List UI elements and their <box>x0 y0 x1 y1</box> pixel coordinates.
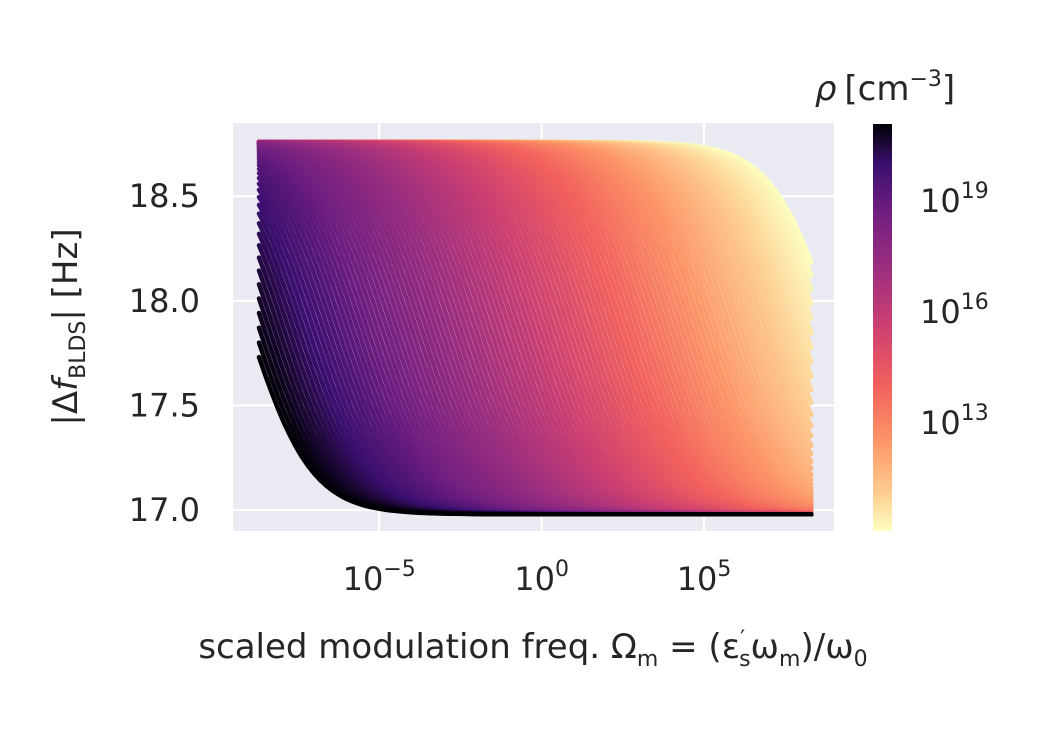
colorbar-tick-label: 1019 <box>920 179 989 220</box>
y-tick-label: 17.0 <box>129 491 200 529</box>
x-tick-label: 100 <box>514 557 569 598</box>
colorbar-label: ρ [cm−3] <box>815 67 955 109</box>
series-line <box>256 354 814 517</box>
colorbar-tick-label: 1013 <box>920 401 989 442</box>
x-tick-label: 10−5 <box>343 557 416 598</box>
data-curves <box>256 139 814 517</box>
colorbar-ticks: 1013 1016 1019 <box>920 179 989 442</box>
y-tick-label: 18.0 <box>129 282 200 320</box>
colorbar <box>873 124 892 531</box>
y-tick-label: 17.5 <box>129 386 200 424</box>
x-tick-labels: 10−5 100 105 <box>343 557 732 598</box>
y-tick-label: 18.5 <box>129 177 200 215</box>
y-axis-label: |ΔfBLDS| [Hz] <box>46 228 91 425</box>
x-tick-label: 105 <box>677 557 732 598</box>
y-tick-labels: 17.0 17.5 18.0 18.5 <box>129 177 200 529</box>
colorbar-tick-label: 1016 <box>920 290 989 331</box>
x-axis-label: scaled modulation freq. Ωm = (ε′ sωm)/ω0 <box>198 627 867 672</box>
